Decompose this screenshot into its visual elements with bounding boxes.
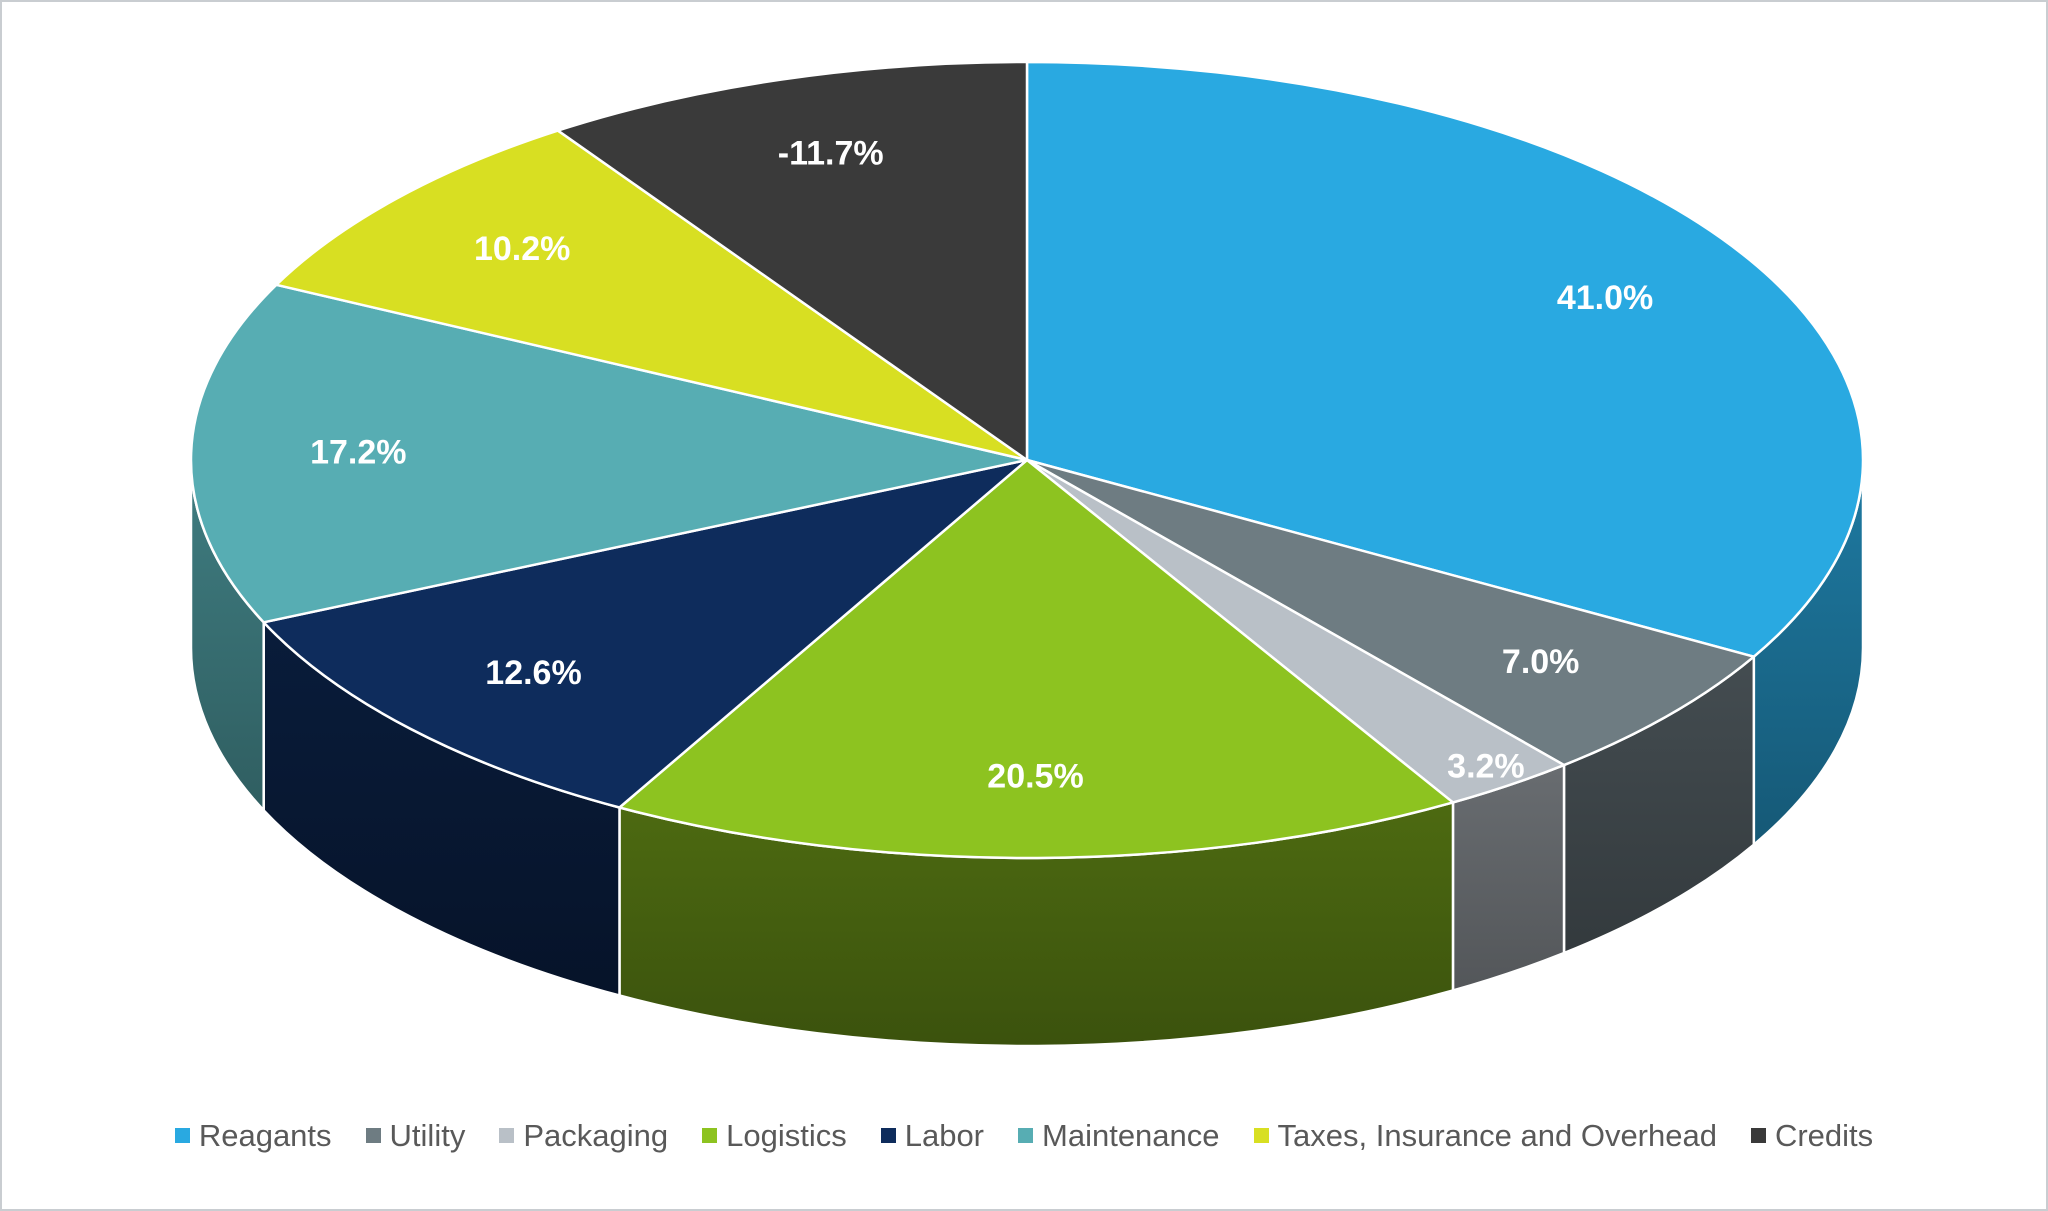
legend-marker-icon [1253, 1128, 1269, 1143]
legend-marker-icon [1018, 1128, 1034, 1143]
data-label-utility: 7.0% [1502, 643, 1580, 681]
pie-slice-maintenance [189, 283, 1029, 624]
legend-item-logistics: Logistics [702, 1120, 847, 1151]
data-label-taxes-insurance-and-overhead: 10.2% [474, 230, 570, 268]
legend-label: Reagants [198, 1118, 332, 1153]
legend-label: Maintenance [1042, 1118, 1220, 1153]
pie-slice-logistics [618, 458, 1455, 860]
pie-slice-taxes-insurance-and-overhead [275, 129, 1029, 462]
legend-label: Logistics [726, 1118, 847, 1153]
pie-slice-reagants [1025, 60, 1865, 658]
legend-label: Credits [1774, 1118, 1874, 1153]
legend-marker-icon [1750, 1128, 1766, 1143]
legend-item-maintenance: Maintenance [1018, 1120, 1220, 1151]
legend-marker-icon [702, 1128, 718, 1143]
legend-item-taxes-insurance-and-overhead: Taxes, Insurance and Overhead [1253, 1118, 1717, 1153]
legend-item-labor: Labor [880, 1118, 985, 1153]
pie-chart: 41.0% 7.0% 3.2% 20.5% 12.6% 17.2% 10.2% -11.7% [189, 60, 1865, 1048]
data-label-reagants: 41.0% [1557, 279, 1653, 317]
data-label-labor: 12.6% [485, 654, 581, 692]
legend: Reagants Utility Packaging Logistics Labor Ma… [2, 1120, 2046, 1151]
data-label-packaging: 3.2% [1447, 748, 1525, 786]
legend-marker-icon [880, 1128, 896, 1143]
legend-label: Utility [389, 1118, 466, 1153]
legend-label: Labor [904, 1118, 985, 1153]
pie-slice-labor [262, 458, 1029, 809]
data-label-credits: -11.7% [778, 135, 884, 173]
pie-slice-utility [1025, 458, 1756, 767]
legend-label: Taxes, Insurance and Overhead [1277, 1118, 1717, 1153]
data-label-maintenance: 17.2% [310, 433, 406, 471]
legend-item-utility: Utility [365, 1118, 466, 1153]
legend-marker-icon [365, 1128, 381, 1143]
legend-item-packaging: Packaging [499, 1120, 668, 1151]
data-label-logistics: 20.5% [987, 757, 1083, 795]
legend-marker-icon [499, 1128, 515, 1143]
legend-item-reagants: Reagants [174, 1118, 332, 1153]
legend-label: Packaging [523, 1118, 669, 1153]
legend-item-credits: Credits [1750, 1118, 1874, 1153]
legend-marker-icon [174, 1128, 190, 1143]
pie-slice-credits [556, 60, 1029, 462]
